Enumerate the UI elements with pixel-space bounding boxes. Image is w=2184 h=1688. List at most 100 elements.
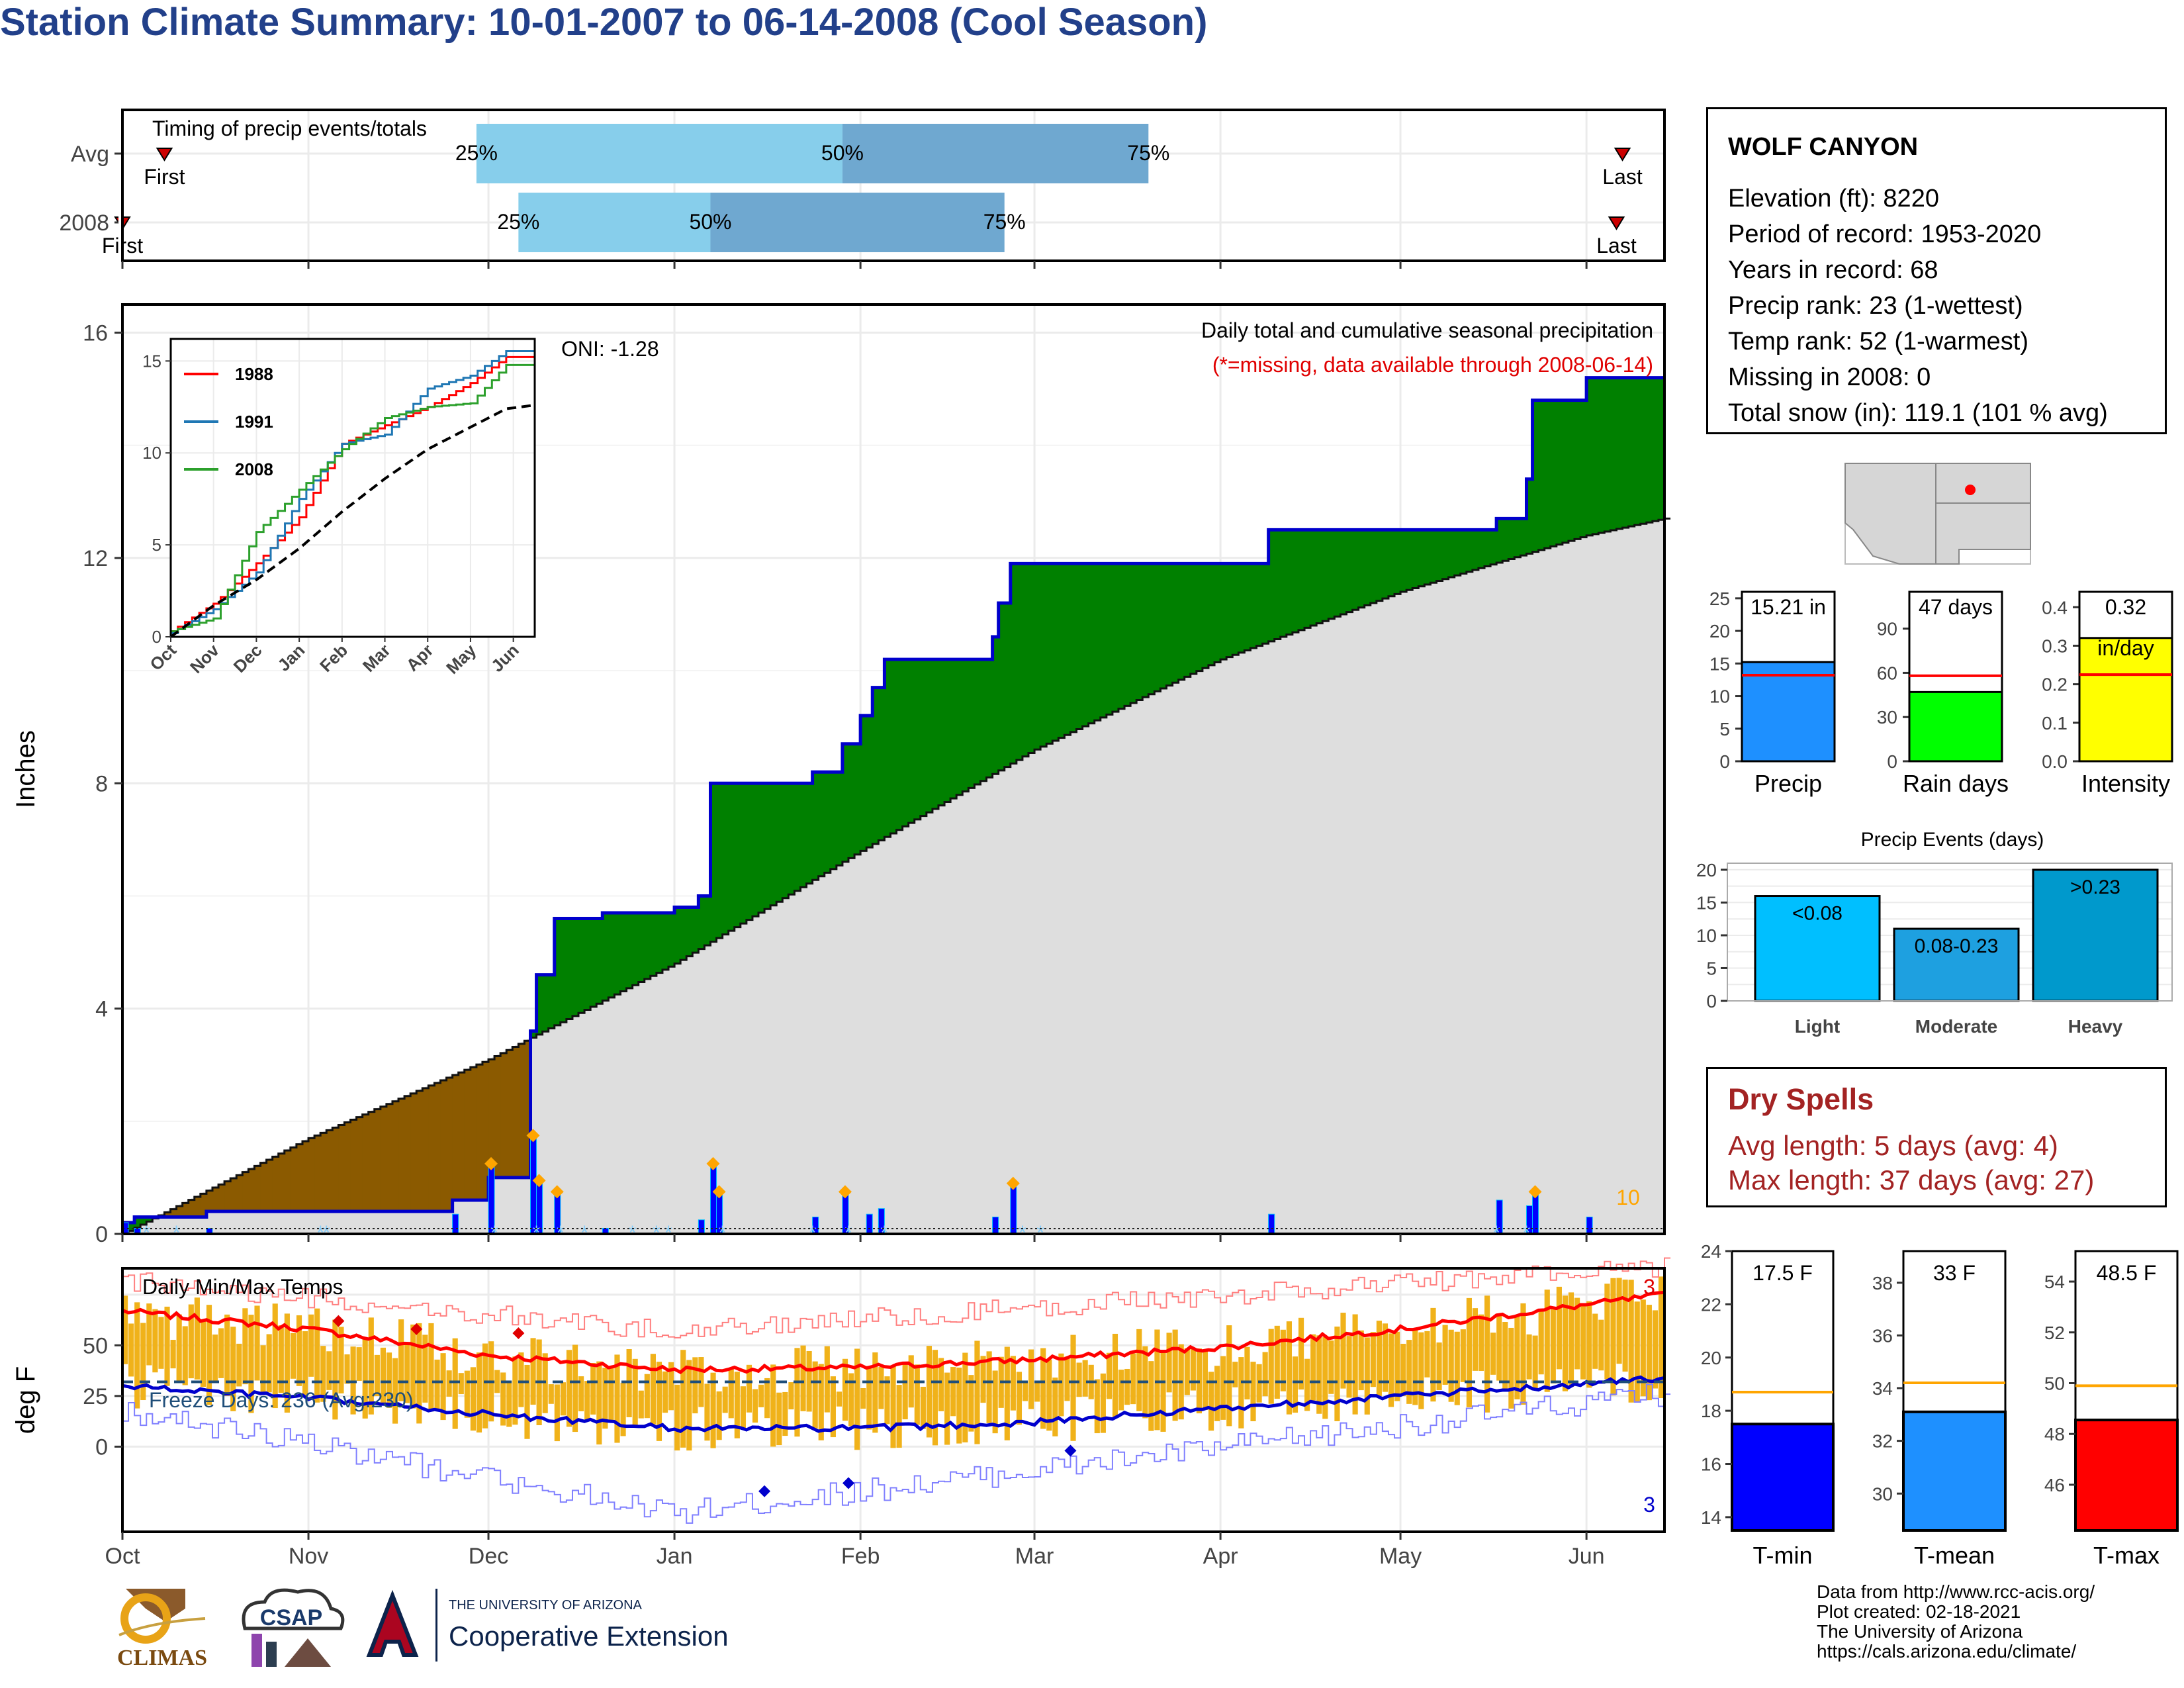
timing-p50-label: 50% [821,141,864,165]
daily-temp-bar [524,1364,530,1439]
y-tick-label: 8 [95,771,108,796]
above-avg-fill [1568,400,1575,541]
above-avg-fill [842,743,849,862]
above-avg-fill [860,716,867,851]
temp-bar-tick: 16 [1701,1454,1721,1475]
below-avg-fill [206,1190,213,1211]
daily-temp-bar [1022,1381,1028,1401]
above-avg-fill [1088,563,1095,724]
daily-temp-bar [614,1354,620,1443]
daily-temp-bar [1418,1332,1424,1409]
below-avg-fill [392,1101,399,1211]
below-avg-fill [464,1070,471,1200]
daily-temp-bar [404,1342,410,1403]
daily-temp-bar [242,1308,248,1385]
daily-temp-bar [1508,1327,1514,1409]
daily-temp-bar [716,1391,722,1440]
daily-temp-bar [1262,1352,1268,1397]
daily-precip-bar [452,1213,459,1235]
ua-logo: THE UNIVERSITY OF ARIZONA Cooperative Ex… [363,1589,747,1668]
record-high-marker [410,1323,423,1335]
daily-temp-bar [818,1364,824,1440]
daily-temp-bar [788,1382,794,1410]
above-avg-fill [542,974,549,1032]
daily-temp-bar [920,1386,926,1429]
daily-temp-bar [962,1352,968,1442]
daily-temp-bar [1076,1362,1082,1397]
daily-temp-bar [1616,1278,1622,1364]
above-avg-fill [758,783,765,913]
temp-bar-name: T-min [1753,1542,1813,1569]
above-avg-fill [854,743,861,855]
y-tick-label: 12 [83,546,108,571]
small-bar-intensity [2078,637,2173,763]
above-avg-fill [1574,400,1581,539]
daily-temp-bar [1160,1350,1166,1432]
below-avg-fill [278,1153,285,1211]
daily-temp-bar [1640,1299,1646,1397]
above-avg-fill [680,907,687,961]
above-avg-fill [1028,563,1035,753]
daily-temp-bar [824,1346,830,1413]
temp-bar-name: T-max [2093,1542,2160,1569]
precip-frame [121,303,1666,1235]
daily-temp-bar [1208,1372,1214,1431]
above-avg-fill [1388,530,1395,596]
daily-temp-bar [302,1331,308,1395]
temp-bar-tick: 52 [2044,1323,2065,1343]
above-avg-fill [1508,518,1515,559]
above-avg-fill [1460,530,1467,574]
daily-temp-bar [206,1305,212,1405]
above-avg-fill [1112,563,1119,712]
small-bar-tick: 25 [1709,588,1730,609]
daily-temp-bar [194,1297,200,1380]
daily-temp-bar [1130,1353,1136,1405]
daily-temp-bar [908,1355,914,1408]
daily-temp-bar [764,1378,770,1419]
y-tick-label: 25 [83,1384,108,1409]
timing-row-label: Avg [71,142,109,167]
daily-temp-bar [1238,1357,1244,1429]
above-avg-fill [1658,377,1665,520]
daily-temp-bar [1070,1335,1076,1441]
inset-line-2008 [171,357,536,633]
above-avg-fill [806,783,813,884]
daily-temp-bar [704,1383,710,1441]
events-tick: 15 [1696,892,1717,913]
daily-temp-bar [968,1375,974,1432]
record-low-marker [842,1477,855,1489]
daily-temp-bar [800,1345,806,1411]
daily-temp-bar [1466,1297,1472,1407]
below-avg-fill [356,1117,363,1211]
daily-temp-bar [1448,1329,1454,1402]
climas-logo: CLIMAS [106,1582,218,1681]
oni-label: ONI: -1.28 [561,337,659,361]
below-avg-fill [176,1206,183,1217]
below-avg-fill [362,1114,369,1211]
below-avg-fill [224,1181,231,1211]
below-avg-fill [248,1169,255,1211]
above-avg-fill [1166,563,1173,686]
small-bar-name: Precip [1754,770,1822,797]
small-bar-value: 15.21 in [1751,595,1826,619]
small-bar-name: Intensity [2081,770,2170,797]
above-avg-fill [962,659,969,792]
inset-bg [171,339,535,637]
below-avg-fill [194,1197,201,1217]
precip-ylabel: Inches [11,730,40,808]
small-bar-precip [1741,661,1836,763]
daily-temp-bar [1526,1334,1532,1380]
daily-temp-bar [200,1321,206,1387]
station-elevation: Elevation (ft): 8220 [1728,185,1939,212]
daily-temp-bar [890,1366,896,1448]
daily-temp-bar [1556,1286,1562,1370]
daily-temp-bar [248,1315,254,1413]
daily-temp-bar [374,1354,380,1397]
above-avg-fill [608,912,615,998]
above-avg-fill [776,783,783,902]
temp-bar-tick: 46 [2044,1475,2065,1495]
above-avg-fill [1094,563,1101,721]
above-avg-fill [752,783,759,917]
y-tick-label: 4 [95,997,108,1022]
daily-temp-bar [1472,1308,1479,1371]
